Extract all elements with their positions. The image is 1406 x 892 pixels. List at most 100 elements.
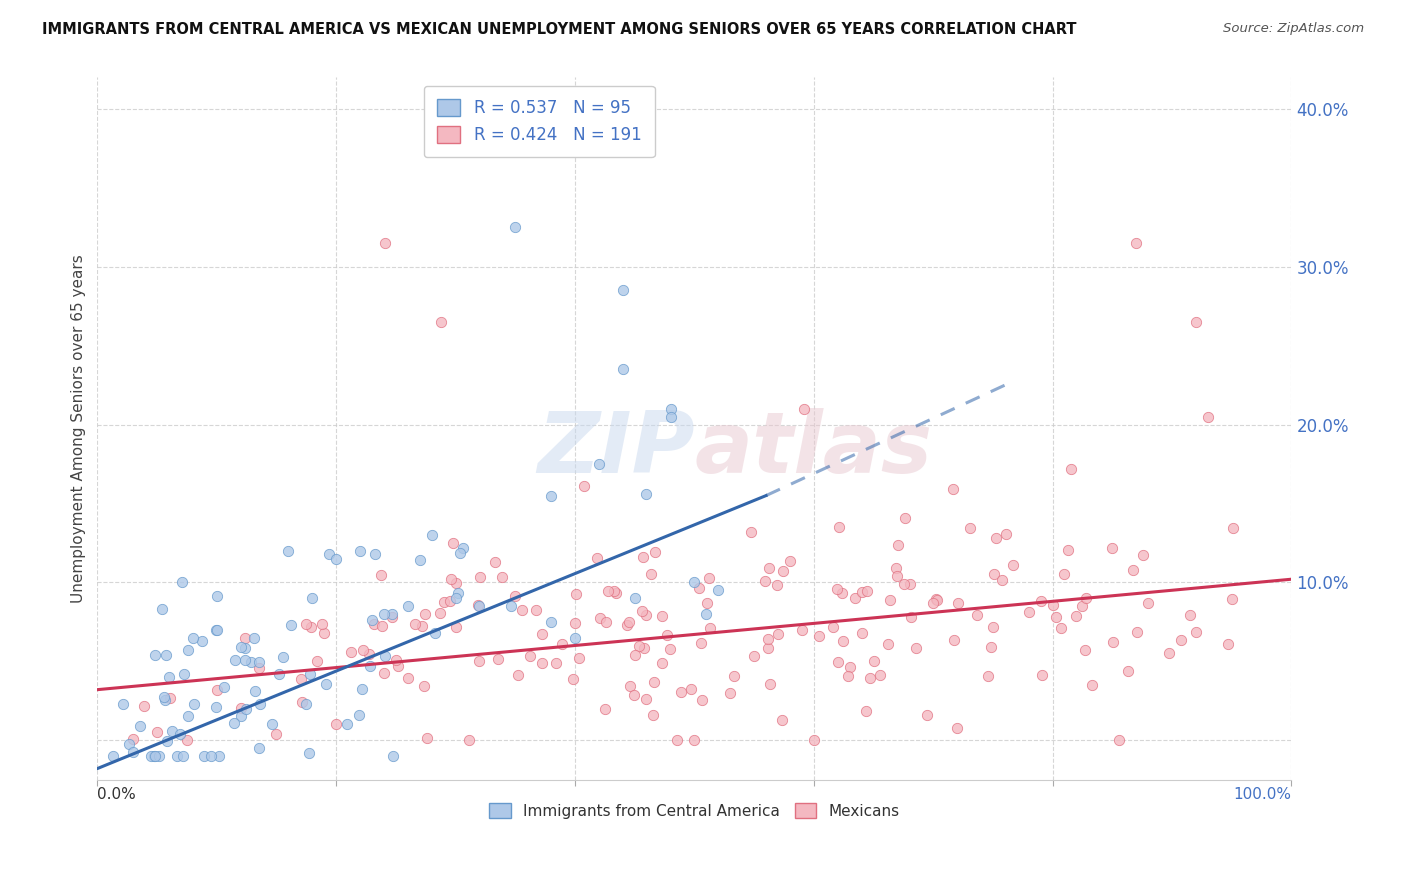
Point bbox=[297, 747, 319, 761]
Point bbox=[862, 654, 884, 668]
Point bbox=[467, 598, 489, 612]
Text: 100.0%: 100.0% bbox=[1233, 788, 1292, 803]
Point bbox=[946, 721, 969, 735]
Point bbox=[430, 315, 453, 329]
Point bbox=[887, 538, 910, 552]
Point bbox=[1222, 521, 1244, 535]
Point bbox=[176, 709, 198, 723]
Point bbox=[886, 569, 908, 583]
Point bbox=[740, 524, 762, 539]
Point bbox=[898, 576, 921, 591]
Point bbox=[373, 607, 395, 621]
Point bbox=[1031, 668, 1053, 682]
Point bbox=[359, 648, 381, 662]
Point bbox=[103, 748, 125, 763]
Point bbox=[143, 648, 166, 662]
Point bbox=[233, 641, 256, 656]
Point bbox=[193, 748, 215, 763]
Point bbox=[1125, 624, 1147, 639]
Point bbox=[627, 639, 650, 653]
Point bbox=[696, 596, 718, 610]
Point bbox=[340, 645, 363, 659]
Point bbox=[1074, 591, 1097, 606]
Point bbox=[183, 697, 205, 711]
Point bbox=[132, 699, 155, 714]
Point bbox=[444, 620, 467, 634]
Point bbox=[166, 748, 188, 763]
Text: atlas: atlas bbox=[695, 408, 932, 491]
Point bbox=[470, 570, 492, 584]
Point bbox=[336, 717, 359, 731]
Point bbox=[1101, 635, 1123, 649]
Point bbox=[1045, 610, 1067, 624]
Point bbox=[659, 401, 682, 416]
Text: 0.0%: 0.0% bbox=[97, 788, 136, 803]
Point bbox=[229, 640, 252, 654]
Point bbox=[233, 653, 256, 667]
Point bbox=[1018, 605, 1040, 619]
Point bbox=[503, 590, 526, 604]
Point bbox=[121, 745, 143, 759]
Point bbox=[143, 748, 166, 763]
Point bbox=[312, 626, 335, 640]
Point bbox=[631, 604, 654, 618]
Point bbox=[655, 628, 678, 642]
Point bbox=[959, 521, 981, 535]
Point bbox=[900, 610, 922, 624]
Point bbox=[718, 686, 741, 700]
Point bbox=[991, 573, 1014, 587]
Point bbox=[699, 621, 721, 635]
Point bbox=[793, 401, 815, 416]
Point bbox=[1220, 591, 1243, 606]
Point bbox=[977, 669, 1000, 683]
Point bbox=[922, 596, 945, 610]
Point bbox=[229, 701, 252, 715]
Point bbox=[1197, 409, 1219, 424]
Text: IMMIGRANTS FROM CENTRAL AMERICA VS MEXICAN UNEMPLOYMENT AMONG SENIORS OVER 65 YE: IMMIGRANTS FROM CENTRAL AMERICA VS MEXIC… bbox=[42, 22, 1077, 37]
Point bbox=[1056, 543, 1078, 558]
Point bbox=[838, 660, 860, 674]
Point bbox=[370, 568, 392, 582]
Point bbox=[1042, 598, 1064, 612]
Point bbox=[347, 707, 370, 722]
Point bbox=[208, 748, 231, 763]
Legend: Immigrants from Central America, Mexicans: Immigrants from Central America, Mexican… bbox=[484, 797, 905, 824]
Point bbox=[1050, 621, 1073, 635]
Point bbox=[247, 741, 270, 756]
Point bbox=[651, 608, 673, 623]
Point bbox=[602, 583, 624, 598]
Point bbox=[1185, 625, 1208, 640]
Point bbox=[291, 695, 314, 709]
Point bbox=[1029, 594, 1052, 608]
Point bbox=[247, 655, 270, 669]
Point bbox=[156, 734, 179, 748]
Point bbox=[754, 574, 776, 589]
Point bbox=[484, 555, 506, 569]
Point bbox=[277, 544, 299, 558]
Point bbox=[280, 617, 302, 632]
Point bbox=[612, 362, 634, 376]
Point bbox=[413, 607, 436, 621]
Point bbox=[381, 748, 404, 763]
Point bbox=[359, 658, 381, 673]
Point bbox=[240, 655, 263, 669]
Point bbox=[564, 615, 586, 630]
Point bbox=[205, 623, 228, 637]
Point bbox=[411, 618, 433, 632]
Point bbox=[1064, 609, 1087, 624]
Point bbox=[374, 649, 396, 664]
Text: ZIP: ZIP bbox=[537, 408, 695, 491]
Point bbox=[204, 699, 226, 714]
Point bbox=[707, 583, 730, 598]
Point bbox=[616, 618, 638, 632]
Point bbox=[177, 643, 200, 657]
Point bbox=[803, 733, 825, 747]
Point bbox=[118, 737, 141, 751]
Point bbox=[413, 679, 436, 693]
Point bbox=[1178, 608, 1201, 623]
Point bbox=[772, 564, 794, 578]
Point bbox=[593, 701, 616, 715]
Point bbox=[249, 697, 271, 711]
Point bbox=[770, 714, 793, 728]
Point bbox=[869, 667, 891, 681]
